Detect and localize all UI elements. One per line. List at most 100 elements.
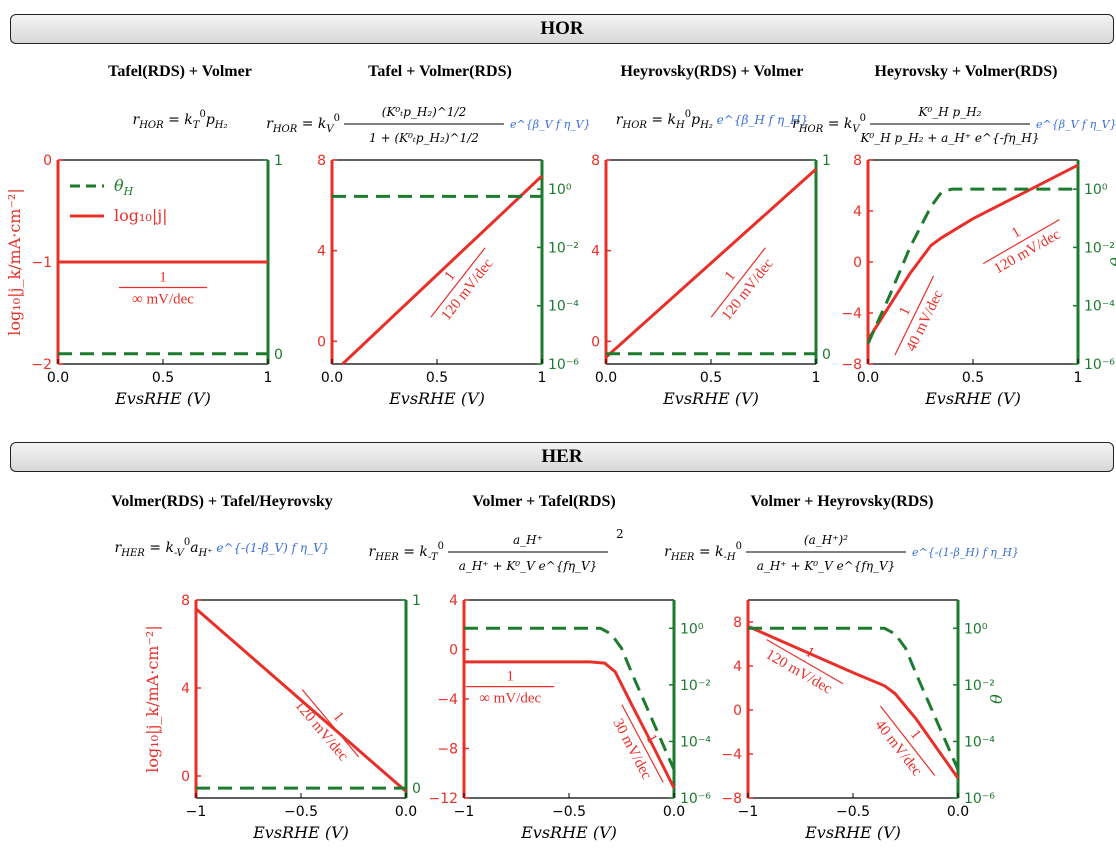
- current-line: [866, 163, 1079, 341]
- slope-denominator: 30 mV/dec: [609, 716, 654, 782]
- y-tick-label: 8: [853, 153, 862, 169]
- x-tick-label: 0.0: [947, 804, 969, 820]
- y-tick-label: 0: [43, 153, 52, 169]
- her-section-label: HER: [541, 446, 583, 467]
- panel-title-4: Heyrovsky + Volmer(RDS): [874, 63, 1057, 80]
- slope-denominator: ∞ mV/dec: [479, 691, 541, 707]
- x-axis-label: EvsRHE (V): [520, 823, 617, 842]
- slope-numerator: 1: [442, 268, 459, 284]
- y-axis-label: log₁₀|j_k/mA·cm⁻²|: [143, 625, 162, 772]
- slope-denominator: 120 mV/dec: [763, 647, 835, 698]
- slope-numerator: 1: [506, 669, 514, 685]
- y-tick-label: −4: [721, 747, 742, 763]
- svg-text:rHOR = kV0: rHOR = kV0: [266, 113, 340, 135]
- y-tick-label: 8: [317, 153, 326, 169]
- current-line: [464, 660, 676, 789]
- slope-fraction-bar: [766, 639, 844, 685]
- svg-text:rHOR = kV0: rHOR = kV0: [792, 113, 866, 135]
- slope-annotation: 140 mV/dec: [894, 275, 947, 356]
- y-tick-label: −2: [31, 357, 52, 373]
- equation-denominator: 1 + (K⁰ₜp_H₂)^1/2: [369, 131, 479, 145]
- x-tick-label: 0.0: [595, 370, 617, 386]
- equation-exponent: e^{β_V f η_V}: [1036, 118, 1116, 131]
- x-tick-label: −1: [454, 804, 475, 820]
- y2-tick-label: 10⁻²: [1084, 240, 1115, 256]
- y2-tick-label: 1: [412, 593, 421, 609]
- equation-4: rHOR = kV0 K⁰_H p_H₂ K⁰_H p_H₂ + a_H⁺ e^{-…: [792, 105, 1116, 145]
- slope-fraction-bar: [880, 705, 936, 776]
- current-line: [747, 625, 960, 780]
- slope-numerator: 1: [722, 268, 739, 284]
- y-tick-label: 4: [733, 659, 742, 675]
- slope-denominator: 120 mV/dec: [991, 226, 1063, 277]
- coverage-line: [464, 626, 676, 771]
- equation-2: rHOR = kV0 (K⁰ₜp_H₂)^1/2 1 + (K⁰ₜp_H₂)^1/2…: [266, 105, 591, 145]
- equation-numerator: K⁰_H p_H₂: [917, 105, 981, 119]
- equation-text: rHOR = kT0pH₂: [132, 109, 227, 131]
- equation-denominator: a_H⁺ + K⁰_V e^{fη_V}: [459, 559, 598, 573]
- x-tick-label: −0.5: [836, 804, 870, 820]
- x-tick-label: 0.5: [962, 370, 984, 386]
- y-tick-label: 4: [181, 681, 190, 697]
- x-tick-label: 0.0: [395, 804, 417, 820]
- y-tick-label: 0: [449, 643, 458, 659]
- y2-tick-label: 10⁻⁶: [1084, 357, 1115, 373]
- y-tick-label: 0: [853, 255, 862, 271]
- y2-tick-label: 0: [822, 347, 831, 363]
- y-tick-label: −1: [31, 255, 52, 271]
- x-tick-label: 0.0: [47, 370, 69, 386]
- equation-numerator: (K⁰ₜp_H₂)^1/2: [382, 105, 466, 119]
- slope-numerator: 1: [159, 270, 167, 286]
- hor-section-banner: HOR: [10, 14, 1114, 44]
- slope-fraction-bar: [894, 275, 935, 356]
- equation-denominator: a_H⁺ + K⁰_V e^{fη_V}: [757, 559, 896, 573]
- x-tick-label: 0.5: [700, 370, 722, 386]
- slope-numerator: 1: [330, 709, 347, 725]
- slope-fraction-bar: [982, 219, 1060, 265]
- y-tick-label: −8: [437, 742, 458, 758]
- x-tick-label: 0.0: [663, 804, 685, 820]
- y2-tick-label: 10⁰: [680, 621, 704, 637]
- y2-tick-label: 10⁻⁶: [680, 791, 711, 807]
- y2-tick-label: 10⁻²: [680, 678, 711, 694]
- y2-tick-label: 10⁰: [548, 182, 572, 198]
- current-line: [195, 607, 407, 793]
- equation-6: rHER = k-T0 a_H⁺ a_H⁺ + K⁰_V e^{fη_V} 2: [369, 527, 624, 573]
- panel-title-7: Volmer + Heyrovsky(RDS): [750, 493, 933, 510]
- equation-3: rHOR = kH0pH₂ e^{β_H f η_H}: [616, 109, 808, 131]
- y-tick-label: −8: [721, 791, 742, 807]
- equation-exponent: e^{-(1-β_H) f η_H}: [912, 546, 1019, 559]
- x-axis-label: EvsRHE (V): [804, 823, 901, 842]
- y2-tick-label: 10⁻⁴: [680, 734, 711, 750]
- y2-tick-label: 1: [822, 153, 831, 169]
- x-tick-label: −1: [186, 804, 207, 820]
- equation-denominator: K⁰_H p_H₂ + a_H⁺ e^{-fη_H}: [859, 131, 1039, 145]
- panel-title-5: Volmer(RDS) + Tafel/Heyrovsky: [111, 493, 333, 510]
- chart-6: −1 −0.5 0.0 4 0 −4 −8 −12 10⁰ 10⁻² 10⁻⁴ 10⁻⁶ 1 ∞ mV/d…: [428, 593, 711, 842]
- y-tick-label: 0: [591, 334, 600, 350]
- y-tick-label: −4: [437, 692, 458, 708]
- y2-tick-label: 10⁻⁴: [548, 299, 579, 315]
- x-tick-label: 0.0: [321, 370, 343, 386]
- slope-numerator: 1: [802, 644, 816, 662]
- slope-numerator: 1: [1009, 224, 1023, 242]
- x-axis-label: EvsRHE (V): [662, 389, 759, 408]
- legend: θH log₁₀|j|: [70, 176, 168, 225]
- equation-numerator: a_H⁺: [513, 533, 543, 547]
- y2-tick-label: 10⁻⁴: [964, 734, 995, 750]
- x-tick-label: −0.5: [552, 804, 586, 820]
- x-tick-label: 1: [264, 370, 273, 386]
- y-tick-label: 8: [591, 153, 600, 169]
- legend-coverage-label: θH: [114, 176, 134, 198]
- y-tick-label: −4: [841, 306, 862, 322]
- y2-tick-label: 10⁻²: [548, 240, 579, 256]
- x-tick-label: −0.5: [284, 804, 318, 820]
- coverage-line: [866, 187, 1078, 345]
- svg-text:rHER = k-T0: rHER = k-T0: [369, 541, 444, 563]
- panel-title-1: Tafel(RDS) + Volmer: [108, 63, 252, 80]
- y-tick-label: 4: [853, 204, 862, 220]
